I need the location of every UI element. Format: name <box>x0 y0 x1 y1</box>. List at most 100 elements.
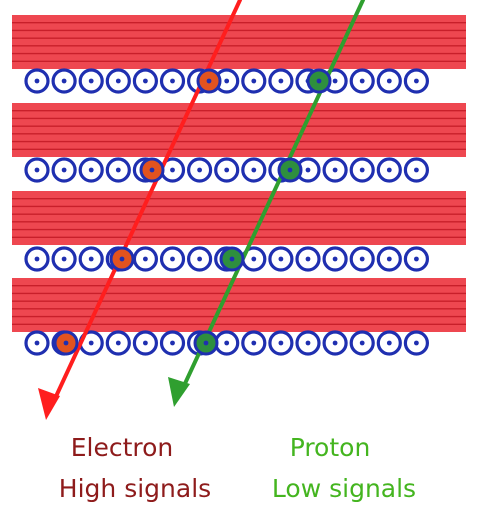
radiator-block <box>12 278 466 332</box>
anode-wire <box>251 256 257 262</box>
straw-tube <box>105 157 131 183</box>
straw-tube <box>51 68 77 94</box>
anode-wire <box>224 340 230 346</box>
straw-tube <box>187 157 213 183</box>
straw-tube <box>376 246 402 272</box>
anode-wire <box>224 167 230 173</box>
anode-wire <box>149 167 155 173</box>
straw-tube <box>376 157 402 183</box>
proton-track <box>168 0 365 407</box>
straw-tube <box>24 330 50 356</box>
straw-tube <box>241 330 267 356</box>
straw-tube <box>105 330 131 356</box>
anode-wire <box>287 167 293 173</box>
anode-wire <box>88 256 94 262</box>
straw-tube <box>241 68 267 94</box>
straw-tube <box>322 330 348 356</box>
anode-wire <box>332 256 338 262</box>
straw-tube <box>159 330 186 356</box>
straw-tube <box>349 246 375 272</box>
straw-tube <box>376 330 402 356</box>
anode-wire <box>278 256 284 262</box>
straw-tube <box>78 157 104 183</box>
electron-label: Electron <box>71 433 174 462</box>
anode-wire <box>224 78 230 84</box>
electron-hit <box>139 157 165 183</box>
straw-tube <box>105 68 131 94</box>
electron-hit <box>109 246 135 272</box>
anode-wire <box>332 78 338 84</box>
anode-wire <box>115 167 121 173</box>
radiator-layer <box>12 191 466 245</box>
signal-hits <box>53 68 332 356</box>
anode-wire <box>229 256 235 262</box>
radiator-block <box>12 15 466 69</box>
straw-tube <box>214 157 240 183</box>
anode-wire <box>305 167 311 173</box>
anode-wire <box>206 78 212 84</box>
anode-wire <box>34 340 40 346</box>
anode-wire <box>34 256 40 262</box>
anode-wire <box>278 340 284 346</box>
radiator-layer <box>12 103 466 157</box>
anode-wire <box>386 256 392 262</box>
straw-tube <box>24 68 50 94</box>
electron-track <box>38 0 242 420</box>
electron-arrow-head-icon <box>38 388 60 420</box>
tube-layer <box>24 157 429 183</box>
anode-wire <box>251 167 257 173</box>
anode-wire <box>359 78 365 84</box>
anode-wire <box>34 78 40 84</box>
straw-tube <box>268 246 294 272</box>
anode-wire <box>203 340 209 346</box>
anode-wire <box>170 167 175 173</box>
anode-wire <box>359 167 365 173</box>
straw-tube <box>322 246 348 272</box>
anode-wire <box>359 256 365 262</box>
radiator-block <box>12 191 466 245</box>
anode-wire <box>386 340 392 346</box>
anode-wire <box>278 78 284 84</box>
anode-wire <box>88 340 94 346</box>
electron-hit <box>196 68 222 94</box>
anode-wire <box>386 167 392 173</box>
anode-wire <box>88 167 94 173</box>
anode-wire <box>170 78 175 84</box>
anode-wire <box>332 340 338 346</box>
anode-wire <box>170 256 175 262</box>
straw-tube <box>403 68 429 94</box>
anode-wire <box>414 340 419 346</box>
straw-tube <box>132 330 158 356</box>
anode-wire <box>359 340 365 346</box>
straw-tube <box>78 68 104 94</box>
straw-tube <box>322 157 348 183</box>
straw-tube <box>78 246 104 272</box>
radiator-layer <box>12 278 466 332</box>
anode-wire <box>197 167 203 173</box>
anode-wire <box>143 256 148 262</box>
radiator-block <box>12 103 466 157</box>
anode-wire <box>251 340 257 346</box>
anode-wire <box>63 340 69 346</box>
straw-tube <box>51 157 77 183</box>
proton-label: Proton <box>290 433 371 462</box>
proton-signal-label: Low signals <box>272 474 416 503</box>
proton-hit <box>306 68 332 94</box>
radiator-layer <box>12 15 466 69</box>
proton-hit <box>193 330 219 356</box>
straw-tube <box>403 157 429 183</box>
anode-wire <box>34 167 40 173</box>
electron-hit <box>53 330 79 356</box>
anode-wire <box>251 78 257 84</box>
anode-wire <box>386 78 392 84</box>
anode-wire <box>61 167 67 173</box>
anode-wire <box>414 78 419 84</box>
straw-tube <box>159 157 186 183</box>
anode-wire <box>170 340 175 346</box>
proton-hit <box>277 157 303 183</box>
straw-tube <box>295 330 321 356</box>
straw-tube <box>376 68 402 94</box>
straw-tube <box>132 68 158 94</box>
anode-wire <box>115 78 121 84</box>
